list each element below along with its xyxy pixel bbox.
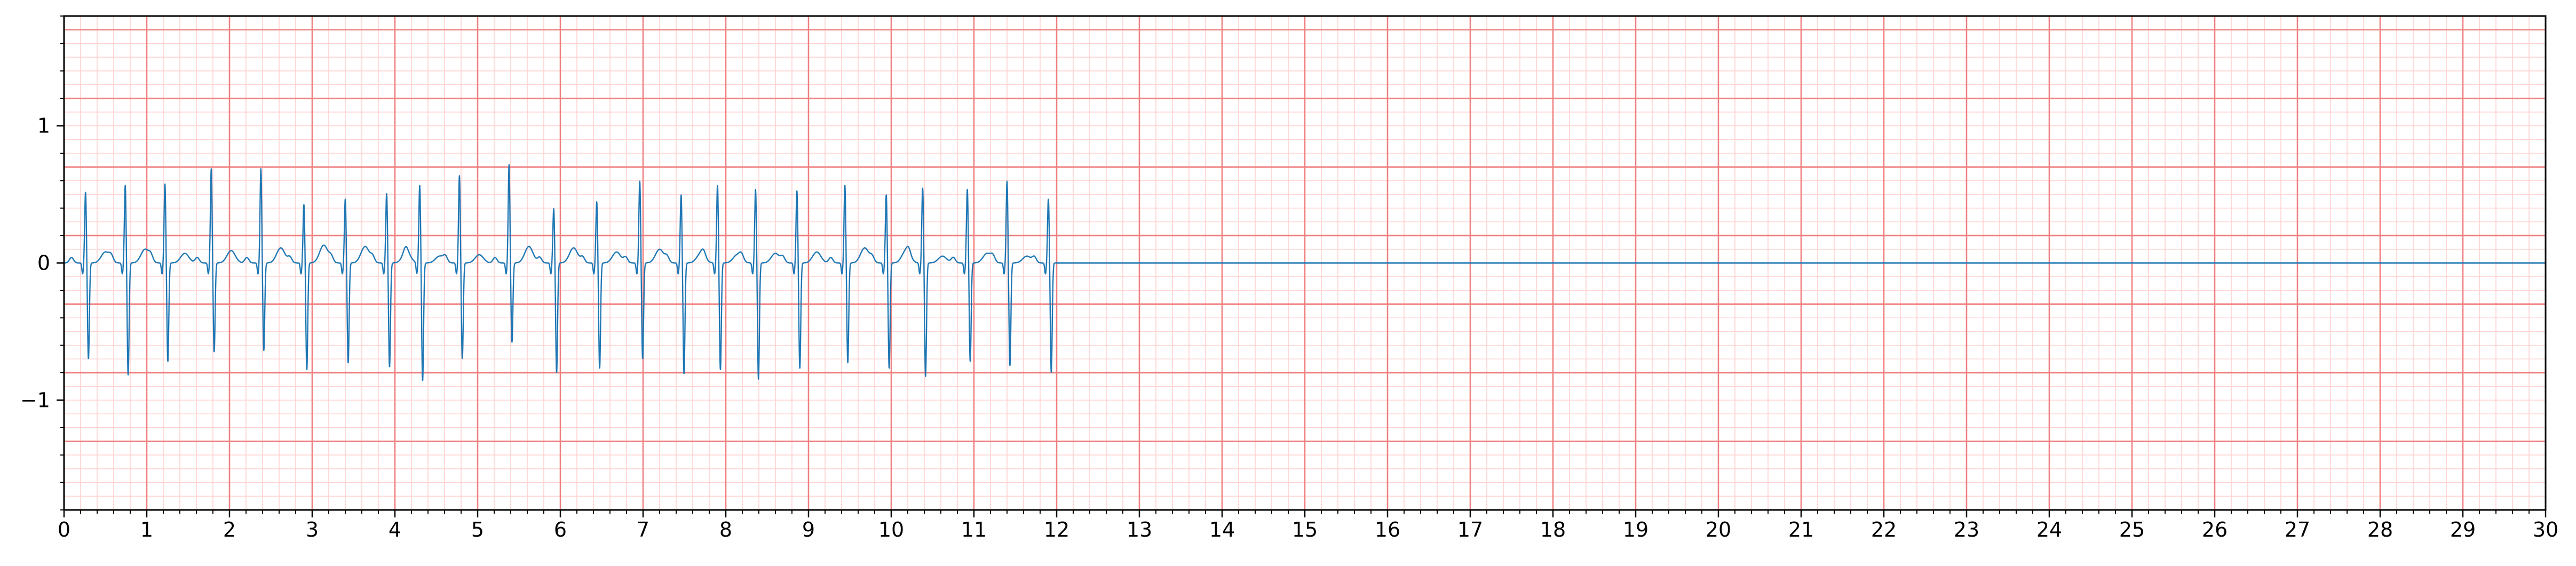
x-tick-label: 13: [1127, 518, 1152, 541]
y-tick-label: −1: [20, 388, 50, 412]
trace-layer: [64, 164, 2546, 381]
x-tick-label: 14: [1209, 518, 1235, 541]
x-tick-label: 30: [2533, 518, 2558, 541]
x-tick-label: 22: [1871, 518, 1897, 541]
x-tick-label: 21: [1788, 518, 1814, 541]
x-tick-label: 0: [58, 518, 70, 541]
x-tick-label: 25: [2119, 518, 2145, 541]
x-tick-label: 8: [719, 518, 732, 541]
y-axis-ticks: −1 0 1: [20, 15, 64, 510]
x-tick-label: 15: [1292, 518, 1318, 541]
ecg-trace-line: [64, 164, 2546, 381]
x-tick-label: 3: [306, 518, 319, 541]
x-tick-label: 19: [1623, 518, 1648, 541]
x-tick-label: 17: [1457, 518, 1483, 541]
x-tick-label: 29: [2450, 518, 2476, 541]
x-tick-label: 4: [389, 518, 401, 541]
x-tick-label: 16: [1375, 518, 1400, 541]
x-tick-label: 7: [637, 518, 649, 541]
x-tick-label: 12: [1044, 518, 1069, 541]
x-tick-label: 28: [2367, 518, 2393, 541]
x-tick-label: 23: [1954, 518, 1979, 541]
x-tick-label: 10: [878, 518, 904, 541]
x-tick-label: 6: [554, 518, 567, 541]
x-tick-label: 11: [961, 518, 987, 541]
x-tick-label: 24: [2036, 518, 2062, 541]
x-tick-label: 20: [1706, 518, 1731, 541]
x-tick-label: 1: [140, 518, 153, 541]
x-tick-label: 26: [2202, 518, 2228, 541]
x-tick-label: 9: [802, 518, 815, 541]
x-tick-label: 2: [223, 518, 236, 541]
x-tick-label: 27: [2285, 518, 2310, 541]
y-tick-label: 1: [37, 114, 50, 138]
x-tick-label: 18: [1540, 518, 1566, 541]
y-tick-label: 0: [37, 251, 50, 275]
x-axis-ticks: 0 1 2 3 4 5 6 7 8 9 10 11 12 13 14 15 16 17 18 19 20 21 22 23 24…: [58, 510, 2558, 541]
x-tick-label: 5: [471, 518, 484, 541]
